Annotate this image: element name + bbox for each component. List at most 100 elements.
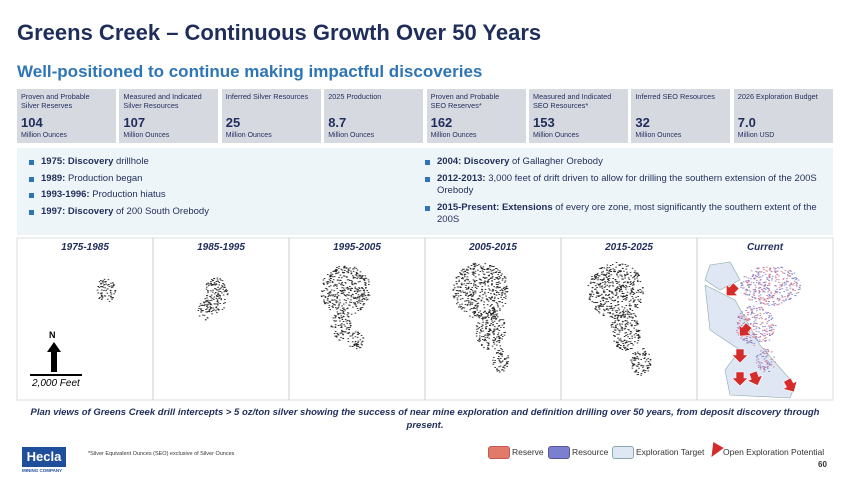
drill-intercept bbox=[768, 275, 771, 277]
drill-intercept bbox=[497, 297, 500, 299]
drill-intercept bbox=[748, 331, 750, 333]
drill-intercept bbox=[789, 297, 791, 299]
drill-intercept bbox=[336, 301, 339, 303]
drill-intercept bbox=[629, 322, 632, 324]
drill-intercept bbox=[336, 270, 338, 272]
drill-intercept bbox=[598, 295, 600, 297]
drill-intercept bbox=[754, 317, 756, 319]
drill-intercept bbox=[460, 306, 462, 307]
drill-intercept bbox=[629, 281, 632, 283]
drill-intercept bbox=[624, 298, 626, 300]
drill-intercept bbox=[741, 316, 744, 318]
drill-intercept bbox=[496, 327, 499, 329]
drill-intercept bbox=[758, 292, 761, 294]
drill-intercept bbox=[336, 287, 338, 289]
drill-intercept bbox=[506, 285, 508, 287]
drill-intercept bbox=[781, 295, 783, 297]
drill-intercept bbox=[626, 273, 628, 275]
drill-intercept bbox=[336, 293, 339, 295]
drill-intercept bbox=[606, 305, 608, 307]
drill-intercept bbox=[759, 367, 762, 368]
drill-intercept bbox=[636, 277, 638, 279]
drill-intercept bbox=[758, 267, 760, 269]
drill-intercept bbox=[781, 288, 784, 290]
drill-intercept bbox=[768, 277, 771, 278]
drill-intercept bbox=[611, 296, 614, 298]
drill-intercept bbox=[349, 335, 352, 337]
drill-intercept bbox=[499, 270, 501, 272]
drill-intercept bbox=[477, 314, 479, 316]
drill-intercept bbox=[472, 285, 475, 287]
bullet-strong: 2004: Discovery bbox=[437, 156, 510, 167]
drill-intercept bbox=[756, 339, 759, 341]
drill-intercept bbox=[359, 300, 362, 302]
drill-intercept bbox=[359, 277, 361, 279]
drill-intercept bbox=[483, 304, 485, 306]
drill-intercept bbox=[483, 269, 485, 270]
drill-intercept bbox=[456, 286, 459, 288]
drill-intercept bbox=[342, 291, 345, 293]
drill-intercept bbox=[758, 290, 760, 291]
drill-intercept bbox=[769, 297, 772, 299]
drill-intercept bbox=[219, 288, 221, 290]
drill-intercept bbox=[198, 305, 201, 307]
drill-intercept bbox=[635, 291, 638, 293]
drill-intercept bbox=[635, 306, 637, 308]
drill-intercept bbox=[629, 347, 632, 349]
drill-intercept bbox=[478, 315, 481, 316]
drill-intercept bbox=[774, 275, 777, 277]
drill-intercept bbox=[634, 304, 637, 305]
drill-intercept bbox=[763, 285, 766, 287]
drill-intercept bbox=[475, 280, 478, 281]
drill-intercept bbox=[355, 344, 358, 345]
drill-intercept bbox=[595, 288, 597, 290]
drill-intercept bbox=[350, 299, 352, 301]
drill-intercept bbox=[633, 276, 636, 278]
drill-intercept bbox=[207, 290, 209, 292]
drill-intercept bbox=[333, 276, 336, 278]
drill-intercept bbox=[633, 371, 636, 373]
drill-intercept bbox=[336, 335, 338, 337]
drill-intercept bbox=[453, 296, 455, 297]
drill-intercept bbox=[625, 268, 628, 270]
drill-intercept bbox=[626, 271, 628, 273]
stat-unit: Million Ounces bbox=[430, 132, 477, 139]
drill-intercept bbox=[614, 278, 617, 280]
drill-intercept bbox=[350, 270, 352, 272]
drill-intercept bbox=[759, 313, 762, 315]
drill-intercept bbox=[606, 308, 609, 310]
drill-intercept bbox=[456, 299, 459, 301]
drill-intercept bbox=[493, 318, 495, 320]
drill-intercept bbox=[471, 271, 474, 273]
drill-intercept bbox=[487, 300, 490, 302]
drill-intercept bbox=[335, 272, 338, 274]
drill-intercept bbox=[761, 322, 764, 324]
drill-intercept bbox=[355, 343, 358, 345]
drill-intercept bbox=[643, 348, 645, 350]
drill-intercept bbox=[492, 362, 495, 364]
drill-intercept bbox=[637, 352, 640, 354]
drill-intercept bbox=[631, 335, 633, 337]
drill-intercept bbox=[638, 363, 641, 365]
drill-intercept bbox=[206, 283, 208, 285]
drill-intercept bbox=[626, 323, 629, 325]
drill-intercept bbox=[498, 329, 501, 331]
drill-intercept bbox=[623, 339, 626, 341]
bullet-text: Production hiatus bbox=[89, 189, 166, 200]
drill-intercept bbox=[459, 272, 461, 274]
drill-intercept bbox=[759, 366, 762, 368]
drill-intercept bbox=[351, 288, 354, 289]
drill-intercept bbox=[787, 281, 790, 283]
drill-intercept bbox=[499, 337, 501, 338]
drill-intercept bbox=[359, 290, 362, 292]
drill-intercept bbox=[635, 316, 637, 318]
drill-intercept bbox=[506, 291, 509, 292]
drill-intercept bbox=[348, 279, 350, 281]
drill-intercept bbox=[490, 314, 492, 316]
drill-intercept bbox=[630, 282, 633, 284]
drill-intercept bbox=[476, 298, 479, 300]
drill-intercept bbox=[770, 292, 773, 294]
drill-intercept bbox=[643, 370, 645, 372]
drill-intercept bbox=[603, 278, 605, 280]
drill-intercept bbox=[489, 277, 492, 279]
